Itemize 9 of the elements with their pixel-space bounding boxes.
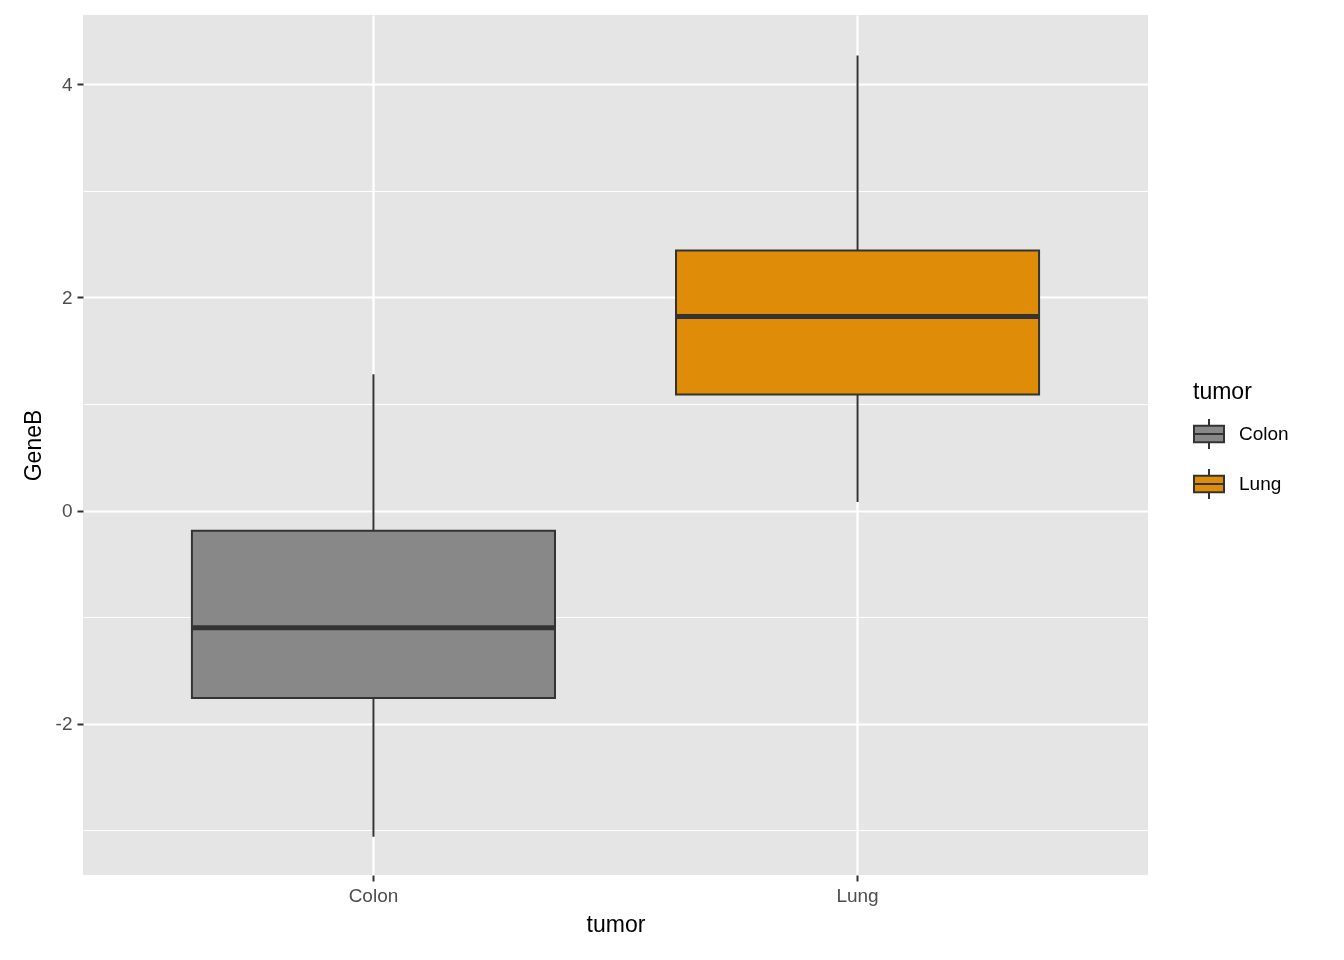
y-tick-label: 2 (61, 286, 73, 308)
legend-label: Colon (1239, 423, 1289, 444)
y-tick-label: 4 (61, 73, 73, 95)
y-axis-title: GeneB (19, 409, 46, 482)
y-tick-label: -2 (55, 713, 73, 735)
legend-title: tumor (1193, 378, 1253, 404)
legend-label: Lung (1239, 473, 1282, 494)
x-axis-title: tumor (586, 910, 646, 937)
y-tick-label: 0 (61, 500, 73, 522)
